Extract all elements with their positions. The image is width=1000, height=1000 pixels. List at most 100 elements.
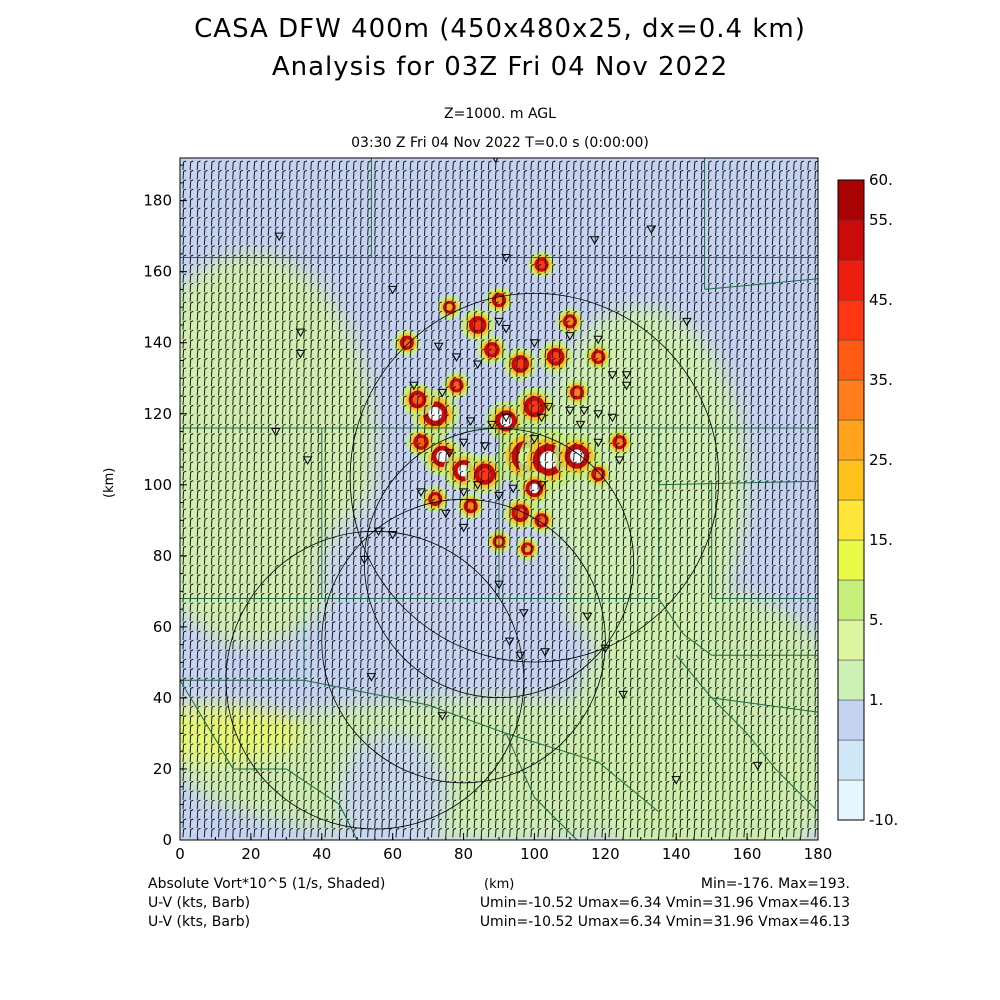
wind-barb — [331, 376, 336, 387]
wind-barb — [296, 245, 300, 255]
wind-barb — [786, 254, 790, 265]
vort-core — [565, 317, 574, 326]
wind-barb — [381, 386, 386, 396]
wind-barb — [289, 357, 293, 368]
wind-barb — [218, 226, 222, 236]
wind-barb — [331, 207, 336, 218]
wind-barb — [374, 329, 379, 340]
wind-barb — [757, 357, 762, 368]
wind-barb — [622, 263, 627, 274]
wind-barb — [771, 169, 776, 180]
wind-barb — [260, 235, 265, 246]
wind-barb — [345, 273, 350, 283]
wind-barb — [743, 367, 748, 377]
wind-barb — [771, 254, 776, 265]
wind-barb — [509, 273, 513, 283]
wind-barb — [580, 179, 584, 189]
wind-barb — [594, 395, 599, 406]
wind-barb — [736, 348, 741, 359]
wind-barb — [523, 414, 528, 424]
wind-barb — [423, 207, 428, 218]
wind-barb — [800, 367, 805, 377]
wind-barb — [573, 263, 577, 274]
wind-barb — [473, 198, 478, 208]
wind-barb — [665, 179, 670, 189]
wind-barb — [338, 301, 343, 312]
wind-barb — [793, 179, 797, 189]
wind-barb — [793, 188, 797, 199]
wind-barb — [679, 404, 684, 415]
wind-barb — [537, 376, 542, 387]
wind-barb — [388, 254, 393, 265]
wind-barb — [693, 386, 698, 396]
wind-barb — [750, 357, 755, 368]
wind-barb — [665, 348, 670, 359]
wind-barb — [523, 310, 528, 321]
wind-barb — [707, 329, 712, 340]
wind-barb — [693, 179, 698, 189]
wind-barb — [715, 320, 719, 330]
wind-barb — [253, 198, 258, 208]
wind-barb — [686, 235, 691, 246]
wind-barb — [189, 226, 194, 236]
wind-barb — [459, 367, 464, 377]
wind-barb — [814, 263, 818, 274]
wind-barb — [707, 292, 712, 302]
wind-barb — [629, 198, 634, 208]
wind-barb — [608, 235, 613, 246]
wind-barb — [573, 395, 577, 406]
wind-barb — [622, 179, 627, 189]
wind-barb — [452, 226, 457, 236]
wind-barb — [367, 207, 371, 218]
wind-barb — [693, 395, 698, 406]
wind-barb — [629, 169, 634, 180]
wind-barb — [729, 376, 734, 387]
wind-barb — [608, 226, 613, 236]
wind-barb — [360, 207, 364, 218]
wind-barb — [274, 292, 279, 302]
wind-barb — [644, 216, 648, 227]
wind-barb — [537, 179, 542, 189]
wind-barb — [324, 226, 329, 236]
wind-barb — [651, 292, 655, 302]
wind-barb — [466, 376, 471, 387]
wind-barb — [587, 263, 592, 274]
wind-barb — [487, 386, 492, 396]
wind-barb — [466, 357, 471, 368]
wind-barb — [537, 207, 542, 218]
wind-barb — [771, 357, 776, 368]
wind-barb — [303, 376, 308, 387]
wind-barb — [594, 310, 599, 321]
wind-barb — [345, 169, 350, 180]
wind-barb — [310, 301, 315, 312]
wind-barb — [793, 329, 797, 340]
wind-barb — [743, 273, 748, 283]
wind-barb — [636, 339, 641, 349]
wind-barb — [636, 169, 641, 180]
wind-barb — [523, 235, 528, 246]
wind-barb — [324, 282, 329, 293]
wind-barb — [665, 292, 670, 302]
wind-barb — [686, 301, 691, 312]
wind-barb — [416, 273, 421, 283]
wind-barb — [210, 386, 215, 396]
wind-barb — [281, 263, 286, 274]
wind-barb — [786, 404, 790, 415]
wind-barb — [310, 188, 315, 199]
wind-barb — [296, 395, 300, 406]
wind-barb — [786, 386, 790, 396]
wind-barb — [601, 376, 606, 387]
wind-barb — [196, 310, 201, 321]
wind-barb — [736, 404, 741, 415]
wind-barb — [239, 245, 244, 255]
wind-barb — [530, 376, 535, 387]
wind-barb — [239, 357, 244, 368]
wind-barb — [289, 207, 293, 218]
wind-barb — [345, 301, 350, 312]
wind-barb — [778, 301, 783, 312]
wind-barb — [722, 235, 726, 246]
wind-barb — [793, 310, 797, 321]
wind-barb — [402, 414, 407, 424]
wind-barb — [750, 329, 755, 340]
wind-barb — [459, 310, 464, 321]
